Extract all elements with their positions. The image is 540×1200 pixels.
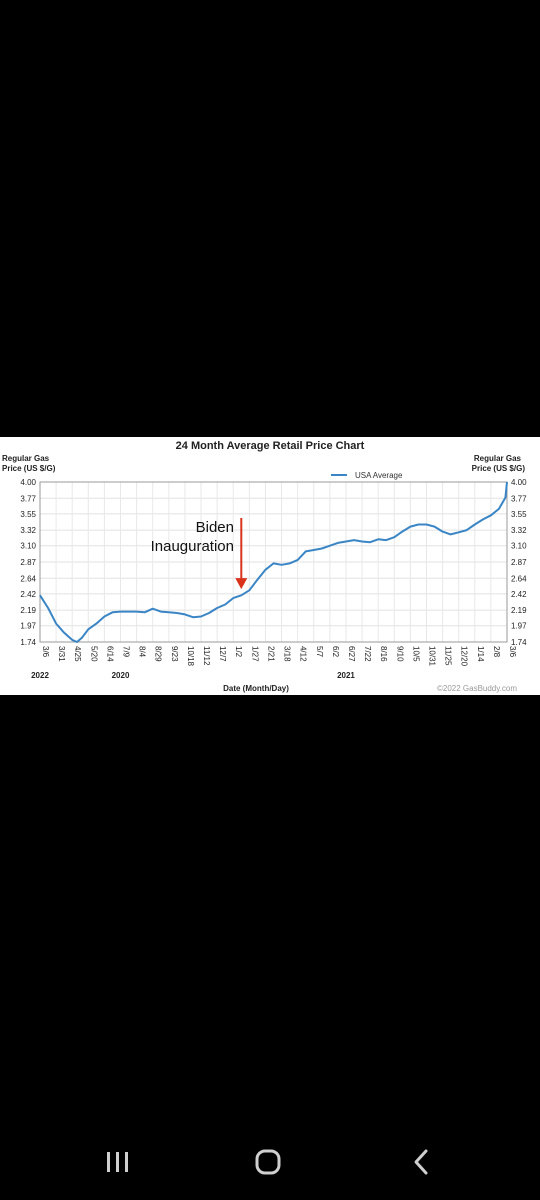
back-button[interactable] (390, 1144, 450, 1184)
year-label: 2020 (112, 671, 130, 680)
y-tick-label-right: 2.19 (511, 606, 527, 615)
y-tick-label-left: 2.64 (20, 574, 36, 583)
y-tick-label-left: 2.19 (20, 606, 36, 615)
x-tick-label: 4/25 (73, 646, 82, 662)
y-tick-label-left: 1.74 (20, 638, 36, 647)
chart-panel: 24 Month Average Retail Price Chart Regu… (0, 437, 540, 695)
y-tick-label-left: 4.00 (20, 478, 36, 487)
x-tick-label: 10/5 (411, 646, 420, 662)
chart-credit: ©2022 GasBuddy.com (437, 684, 517, 693)
x-tick-label: 1/27 (250, 646, 259, 662)
x-tick-label: 3/6 (41, 646, 50, 658)
x-tick-label: 6/2 (331, 646, 340, 658)
y-tick-label-right: 4.00 (511, 478, 527, 487)
x-tick-label: 1/14 (476, 646, 485, 662)
x-tick-label: 8/29 (154, 646, 163, 662)
x-tick-label: 1/2 (234, 646, 243, 658)
y-tick-label-right: 1.97 (511, 622, 527, 631)
legend-entry: USA Average (355, 471, 403, 480)
year-label: 2021 (337, 671, 355, 680)
y-axis-label-right-line2: Price (US $/G) (472, 464, 526, 473)
x-tick-label: 12/20 (460, 646, 469, 667)
x-tick-label: 2/21 (266, 646, 275, 662)
x-tick-label: 8/4 (138, 646, 147, 658)
y-tick-label-left: 3.77 (20, 494, 36, 503)
x-tick-label: 6/27 (347, 646, 356, 662)
plot-frame (39, 481, 508, 643)
recent-apps-icon (107, 1152, 128, 1172)
y-axis-label-left-line1: Regular Gas (2, 454, 50, 463)
home-icon (255, 1149, 281, 1175)
x-tick-label: 7/22 (363, 646, 372, 662)
x-tick-label: 4/12 (299, 646, 308, 662)
y-axis-label-right-line1: Regular Gas (474, 454, 522, 463)
x-tick-label: 6/14 (105, 646, 114, 662)
y-tick-label-left: 2.87 (20, 558, 36, 567)
x-tick-label: 10/18 (186, 646, 195, 667)
y-tick-label-left: 2.42 (20, 590, 36, 599)
y-tick-label-right: 2.87 (511, 558, 527, 567)
y-tick-label-right: 3.10 (511, 542, 527, 551)
y-tick-label-right: 3.77 (511, 494, 527, 503)
x-tick-label: 8/16 (379, 646, 388, 662)
x-tick-label: 2/8 (492, 646, 501, 658)
x-tick-label: 7/9 (122, 646, 131, 658)
x-tick-label: 5/20 (89, 646, 98, 662)
x-tick-label: 3/31 (57, 646, 66, 662)
y-tick-label-left: 3.32 (20, 526, 36, 535)
y-tick-label-left: 1.97 (20, 622, 36, 631)
plot-area: 4.00 4.00 3.77 3.77 3.55 3.55 3.32 3.32 3.10 3.10… (20, 478, 527, 680)
x-tick-label: 3/18 (283, 646, 292, 662)
chart-title: 24 Month Average Retail Price Chart (176, 440, 365, 452)
y-axis-label-left-line2: Price (US $/G) (2, 464, 56, 473)
x-tick-label: 5/7 (315, 646, 324, 658)
annotation-arrow-head (235, 578, 248, 590)
x-tick-label: 3/6 (508, 646, 517, 658)
year-label: 2022 (31, 671, 49, 680)
y-tick-label-right: 3.55 (511, 510, 527, 519)
y-tick-label-right: 1.74 (511, 638, 527, 647)
recent-apps-button[interactable] (88, 1144, 148, 1184)
annotation-text-line: Inauguration (151, 538, 234, 555)
y-tick-label-left: 3.55 (20, 510, 36, 519)
annotation-text-line: Biden (196, 519, 234, 536)
navigation-bar (0, 1130, 540, 1200)
y-tick-label-right: 3.32 (511, 526, 527, 535)
x-tick-label: 9/10 (395, 646, 404, 662)
gas-price-chart: 24 Month Average Retail Price Chart Regu… (2, 440, 527, 693)
x-tick-label: 11/12 (202, 646, 211, 666)
y-tick-label-right: 2.42 (511, 590, 527, 599)
y-tick-label-left: 3.10 (20, 542, 36, 551)
home-button[interactable] (238, 1144, 298, 1184)
series-line-usa-average (39, 481, 508, 643)
x-tick-label: 9/23 (170, 646, 179, 662)
x-tick-label: 11/25 (444, 646, 453, 666)
x-tick-label: 12/7 (218, 646, 227, 662)
x-axis-label: Date (Month/Day) (223, 684, 289, 693)
back-icon (414, 1149, 428, 1175)
y-tick-label-right: 2.64 (511, 574, 527, 583)
x-tick-label: 10/31 (427, 646, 436, 667)
